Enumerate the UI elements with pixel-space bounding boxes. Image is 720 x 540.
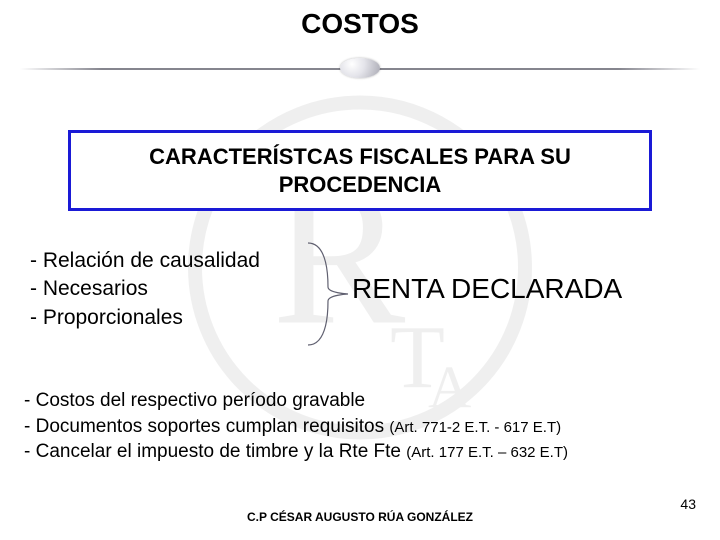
divider-knob (340, 58, 380, 78)
footer-author: C.P CÉSAR AUGUSTO RÚA GONZÁLEZ (0, 510, 720, 524)
item-text: - Cancelar el impuesto de timbre y la Rt… (24, 441, 406, 462)
list-item: - Proporcionales (30, 304, 260, 332)
characteristics-list: - Relación de causalidad - Necesarios - … (30, 247, 260, 332)
list-item: - Documentos soportes cumplan requisitos… (24, 414, 568, 440)
subtitle-line-1: CARACTERÍSTCAS FISCALES PARA SU (149, 144, 571, 169)
slide-title: COSTOS (0, 0, 720, 40)
renta-declarada-label: RENTA DECLARADA (352, 273, 622, 305)
list-item: - Relación de causalidad (30, 247, 260, 275)
item-ref: (Art. 177 E.T. – 632 E.T) (406, 444, 568, 461)
list-item: - Costos del respectivo período gravable (24, 388, 568, 414)
list-item: - Necesarios (30, 275, 260, 303)
page-number: 43 (680, 496, 696, 512)
mid-content: - Relación de causalidad - Necesarios - … (0, 241, 720, 361)
item-text: - Documentos soportes cumplan requisitos (24, 416, 389, 437)
subtitle-line-2: PROCEDENCIA (279, 172, 442, 197)
slide: COSTOS CARACTERÍSTCAS FISCALES PARA SU P… (0, 0, 720, 540)
list-item: - Cancelar el impuesto de timbre y la Rt… (24, 439, 568, 465)
subtitle-box: CARACTERÍSTCAS FISCALES PARA SU PROCEDEN… (68, 130, 652, 211)
divider (0, 58, 720, 78)
requirements-list: - Costos del respectivo período gravable… (24, 388, 568, 465)
subtitle-text: CARACTERÍSTCAS FISCALES PARA SU PROCEDEN… (79, 143, 641, 198)
curly-bracket-icon (298, 239, 354, 349)
item-ref: (Art. 771-2 E.T. - 617 E.T) (389, 419, 561, 436)
